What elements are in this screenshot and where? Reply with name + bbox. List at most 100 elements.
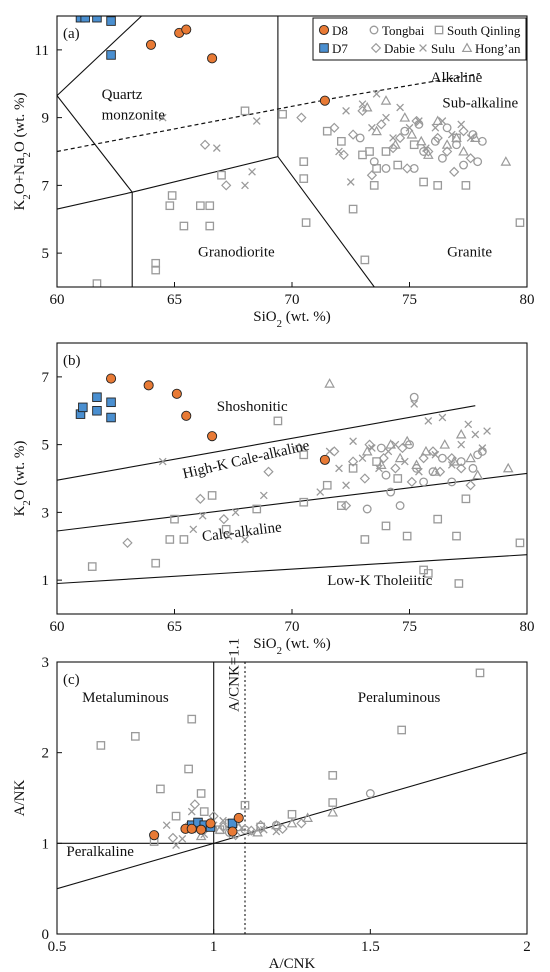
data-point-hong-an (451, 132, 462, 142)
data-point-sulu (335, 147, 343, 156)
data-point-south-qinling (187, 714, 197, 724)
panel-label: (c) (63, 672, 80, 688)
data-point-south-qinling (240, 106, 250, 116)
data-point-sulu (187, 807, 196, 816)
data-point-dabie (394, 132, 406, 144)
data-point-d8 (149, 830, 160, 841)
legend-marker-d8 (318, 24, 330, 36)
data-point-hong-an (394, 452, 406, 463)
data-point-hong-an (390, 139, 401, 149)
data-point-south-qinling (179, 221, 189, 231)
legend-marker-tongbai (369, 25, 379, 35)
data-point-dabie (378, 453, 389, 464)
data-point-dabie (329, 446, 340, 457)
data-point-hong-an (371, 125, 382, 136)
data-point-tongbai (468, 463, 478, 473)
data-point-tongbai (419, 477, 429, 487)
panel-a-tas-diagram: Quartz monzonite Granodiorite Granite Alkali… (12, 15, 535, 330)
legend-label-dabie: Dabie (384, 41, 415, 56)
data-point-sulu (342, 481, 350, 490)
field-label-quartz: Quartz (102, 87, 143, 103)
data-point-dabie (465, 480, 476, 491)
field-label-monzonite: monzonite (102, 107, 166, 123)
data-point-tongbai (473, 157, 483, 167)
legend-marker-dabie (370, 42, 382, 54)
series-dabie (199, 105, 476, 191)
data-point-hong-an (415, 135, 427, 146)
x-tick-label: 75 (402, 292, 417, 308)
data-point-hong-an (214, 824, 226, 834)
data-point-d8 (181, 410, 192, 421)
data-point-sulu (457, 120, 466, 129)
data-point-hong-an (380, 95, 392, 105)
field-label-high-k-cale-alkaline: High-K Cale-alkaline (181, 438, 311, 483)
data-point-south-qinling (165, 535, 175, 544)
data-point-sulu (415, 117, 423, 125)
data-point-hong-an (361, 445, 373, 456)
data-point-sulu (438, 117, 447, 125)
data-point-south-qinling (252, 504, 262, 514)
data-point-sulu (478, 444, 487, 452)
data-point-sulu (259, 825, 268, 834)
data-point-d8 (145, 39, 157, 50)
data-point-dabie (189, 799, 201, 810)
data-point-sulu (158, 113, 167, 122)
data-point-south-qinling (433, 181, 443, 190)
data-point-hong-an (420, 445, 432, 456)
data-point-sulu (457, 440, 466, 449)
data-point-dabie (329, 122, 340, 133)
data-point-south-qinling (165, 201, 175, 211)
data-point-south-qinling (452, 531, 461, 541)
data-point-hong-an (252, 826, 263, 837)
data-point-dabie (296, 112, 307, 123)
data-point-south-qinling (217, 170, 226, 180)
data-point-south-qinling (360, 255, 370, 265)
x-tick-label: 0.5 (48, 939, 67, 955)
data-point-sulu (172, 841, 180, 850)
panel-c-shand-diagram: Metaluminous Peraluminous Peralkaline A/CNK… (12, 638, 531, 972)
data-point-hong-an (375, 459, 387, 469)
data-point-tongbai (369, 157, 379, 167)
data-point-sulu (219, 816, 227, 825)
boundary-line-3 (57, 554, 527, 585)
data-point-south-qinling (423, 569, 433, 578)
data-point-dabie (364, 439, 375, 450)
data-point-dabie (406, 476, 417, 488)
data-point-hong-an (399, 112, 411, 122)
y-tick-label: 1 (42, 836, 50, 852)
data-point-dabie (366, 170, 378, 181)
data-point-hong-an (406, 129, 418, 139)
x-tick-label: 80 (520, 292, 535, 308)
data-point-south-qinling (365, 147, 374, 156)
series-tongbai (355, 119, 487, 173)
plot-area (57, 662, 527, 934)
series-south-qinling (92, 106, 525, 287)
data-point-south-qinling (299, 157, 309, 167)
series-sulu (158, 400, 491, 544)
data-point-hong-an (439, 439, 451, 449)
legend-box (312, 17, 527, 61)
data-point-d8 (186, 823, 197, 834)
data-point-south-qinling (151, 558, 161, 568)
y-tick-label: 3 (42, 655, 50, 671)
data-point-dabie (387, 142, 399, 154)
data-point-hong-an (469, 132, 481, 142)
series-sulu (158, 90, 475, 190)
data-point-d7 (92, 16, 102, 23)
data-point-south-qinling (299, 174, 309, 183)
data-point-hong-an (465, 452, 476, 463)
data-point-dabie (449, 166, 460, 177)
data-point-dabie (456, 463, 467, 474)
data-point-dabie (357, 105, 368, 116)
data-point-tongbai (442, 123, 452, 133)
boundary-line-4 (57, 16, 142, 97)
legend-label-tongbai: Tongbai (382, 23, 425, 38)
data-point-tongbai (395, 501, 405, 511)
data-point-d8 (233, 812, 244, 823)
x-axis-title: A/CNK (269, 956, 316, 972)
data-point-hong-an (411, 459, 422, 469)
data-point-tongbai (409, 163, 419, 173)
data-point-dabie (255, 820, 266, 831)
data-point-d7 (80, 16, 90, 23)
